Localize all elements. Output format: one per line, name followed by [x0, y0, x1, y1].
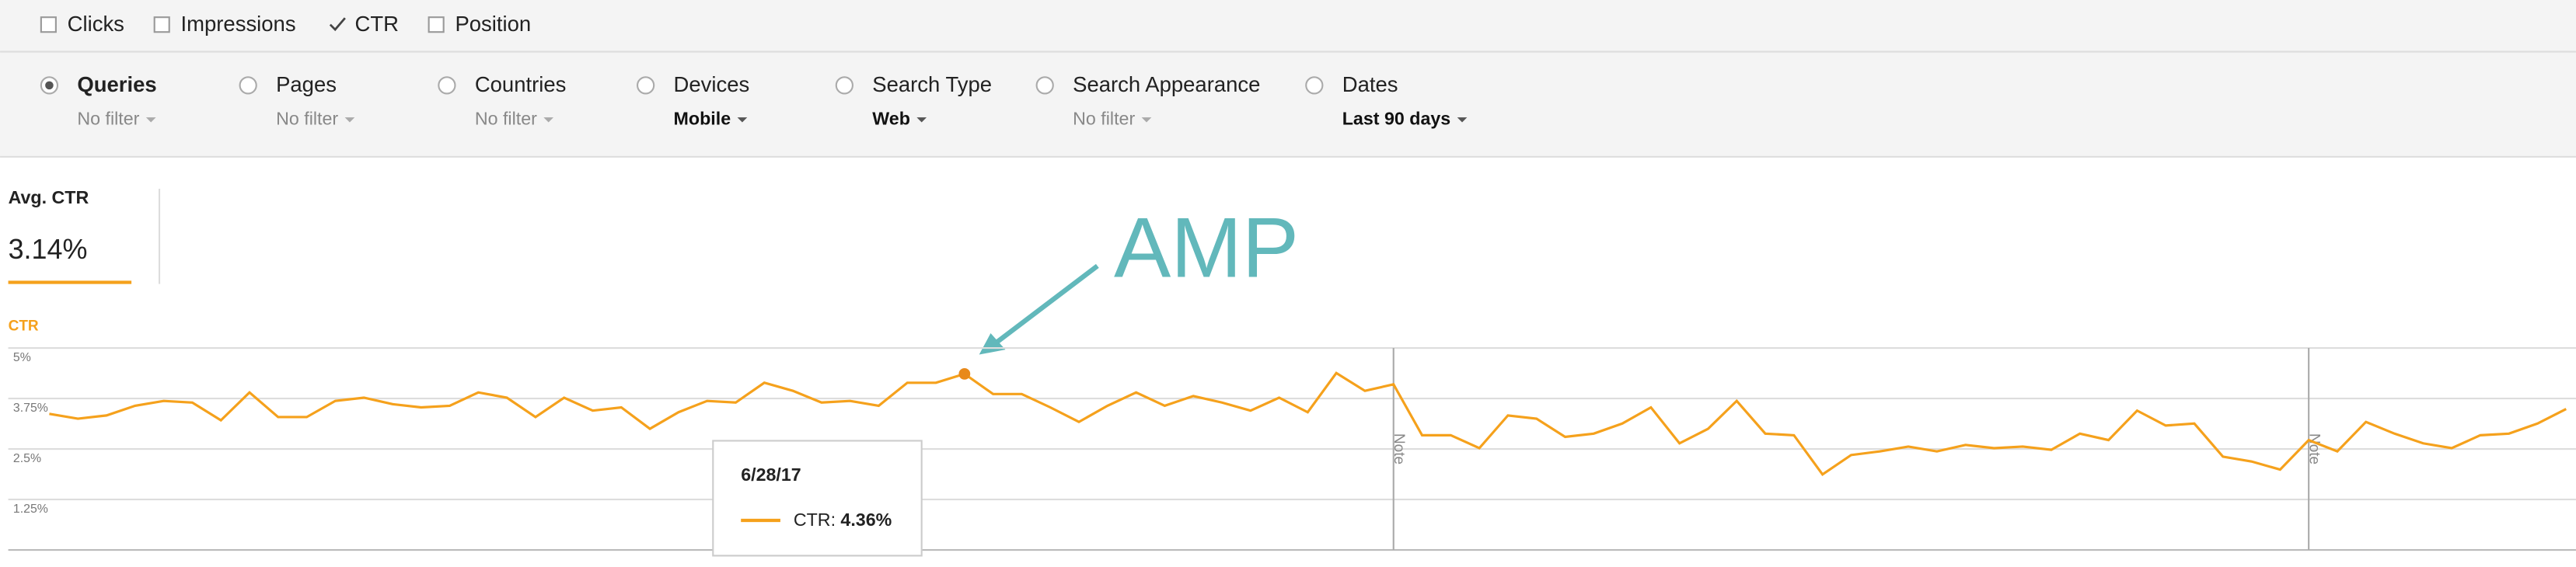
dropdown-caret [1141, 117, 1152, 123]
dropdown-caret [145, 117, 156, 123]
tooltip-box [712, 440, 923, 557]
filter-value[interactable]: Web [872, 108, 910, 128]
y-tick-label: 5% [13, 351, 31, 364]
dropdown-caret [737, 117, 748, 123]
radio-dot [45, 81, 54, 90]
radio[interactable] [239, 76, 257, 95]
radio[interactable] [637, 76, 655, 95]
note-label: Note [2305, 433, 2322, 464]
checkbox[interactable] [153, 16, 170, 33]
metric-label[interactable]: Clicks [68, 12, 124, 36]
dropdown-caret [1457, 117, 1468, 123]
radio[interactable] [1035, 76, 1054, 95]
tooltip: 6/28/17 CTR: 4.36% [712, 440, 923, 557]
filter-value[interactable]: Last 90 days [1342, 108, 1451, 128]
summary-value: 3.14% [9, 233, 88, 265]
metric-label[interactable]: CTR [355, 12, 399, 36]
metric-label[interactable]: Position [455, 12, 531, 36]
filter-value[interactable]: No filter [77, 108, 139, 128]
tooltip-value: 4.36% [840, 510, 892, 530]
summary-underline [8, 280, 132, 284]
checkmark[interactable] [329, 17, 346, 32]
filter-label[interactable]: Search Appearance [1073, 72, 1260, 96]
line-series [49, 371, 2567, 476]
filter-value[interactable]: Mobile [674, 108, 731, 128]
filter-label[interactable]: Search Type [872, 72, 992, 96]
radio[interactable] [438, 76, 456, 95]
checkbox[interactable] [40, 16, 57, 33]
radio[interactable] [835, 76, 853, 95]
annotation-arrowhead [979, 333, 1006, 355]
y-tick-label: 2.5% [13, 452, 41, 465]
y-tick-label: 1.25% [13, 503, 48, 516]
tooltip-label: CTR: [794, 510, 836, 530]
annotation-arrow [993, 263, 1099, 346]
filter-label[interactable]: Dates [1342, 72, 1398, 96]
filter-label[interactable]: Queries [77, 72, 156, 96]
y-tick-label: 3.75% [13, 402, 48, 415]
annotation: AMP [1114, 201, 1299, 296]
dropdown-caret [344, 117, 355, 123]
radio[interactable] [1305, 76, 1324, 95]
metric-label[interactable]: Impressions [181, 12, 296, 36]
filter-value[interactable]: No filter [1073, 108, 1135, 128]
dropdown-caret [916, 117, 927, 123]
filter-label[interactable]: Pages [276, 72, 337, 96]
summary-label: Avg. CTR [9, 187, 89, 207]
filter-value[interactable]: No filter [475, 108, 537, 128]
highlight-point[interactable] [958, 367, 971, 380]
tooltip-date: 6/28/17 [741, 464, 801, 485]
filter-value[interactable]: No filter [276, 108, 338, 128]
filter-label[interactable]: Countries [475, 72, 567, 96]
dropdown-caret [543, 117, 554, 123]
filter-label[interactable]: Devices [674, 72, 750, 96]
checkbox[interactable] [428, 16, 445, 33]
y-axis-label: CTR [9, 318, 39, 335]
note-label: Note [1391, 433, 1407, 464]
